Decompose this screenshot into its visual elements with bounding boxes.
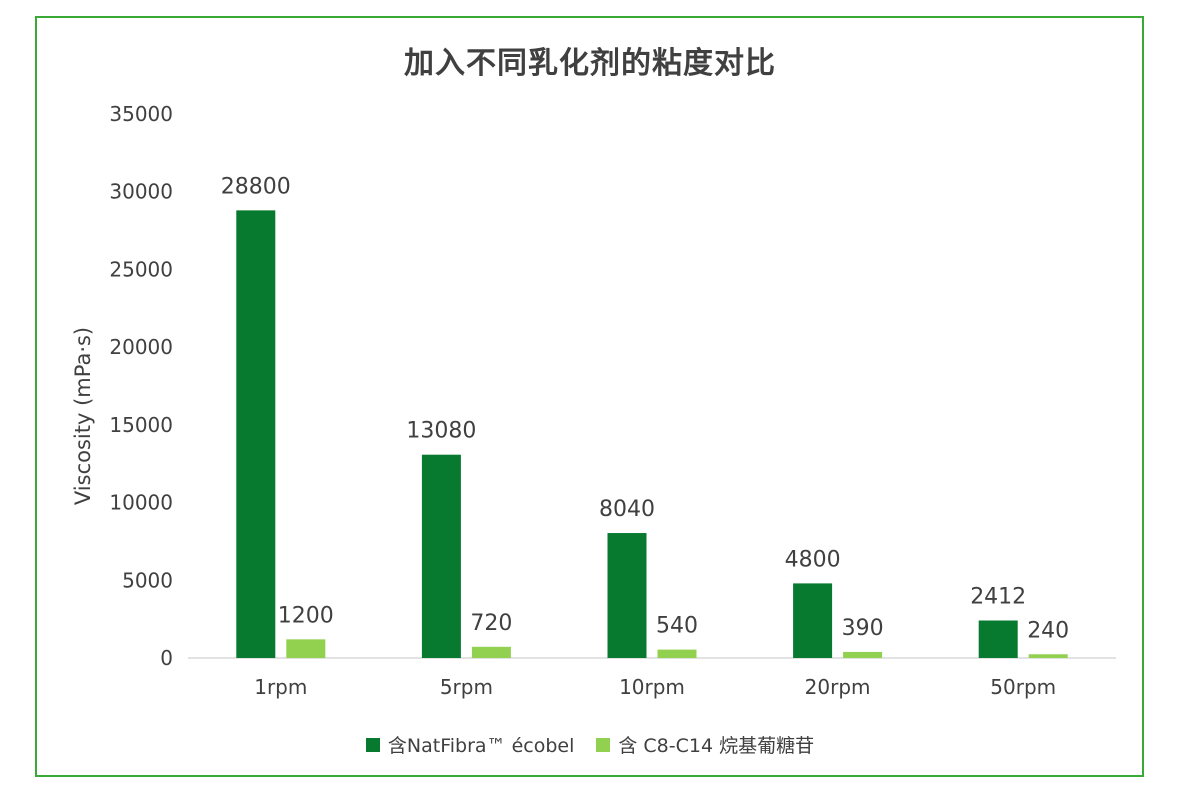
legend-swatch-series-2	[596, 737, 611, 752]
bar-1-50rpm	[978, 620, 1018, 658]
chart-title: 加入不同乳化剂的粘度对比	[404, 46, 776, 81]
data-label: 240	[1027, 618, 1069, 643]
y-tick-label: 25000	[109, 257, 173, 281]
legend-label-series-1: 含NatFibra™ écobel	[387, 735, 575, 757]
data-label: 2412	[970, 585, 1026, 610]
bar-1-10rpm	[607, 533, 647, 658]
x-tick-label: 5rpm	[440, 675, 493, 699]
legend-item-series-1: 含NatFibra™ écobel	[365, 731, 575, 758]
legend-item-series-2: 含 C8-C14 烷基葡糖苷	[596, 731, 814, 758]
legend: 含NatFibra™ écobel 含 C8-C14 烷基葡糖苷	[0, 731, 1180, 758]
chart-frame	[35, 16, 1144, 777]
data-label: 4800	[785, 547, 841, 572]
x-tick-label: 50rpm	[990, 675, 1056, 699]
y-tick-label: 30000	[109, 180, 173, 204]
y-tick-label: 5000	[122, 568, 173, 592]
x-tick-label: 10rpm	[619, 675, 685, 699]
data-label: 1200	[278, 603, 334, 628]
bar-1-20rpm	[793, 583, 833, 658]
y-tick-label: 0	[160, 646, 173, 670]
x-tick-label: 20rpm	[805, 675, 871, 699]
data-label: 720	[470, 611, 512, 636]
bar-2-50rpm	[1028, 654, 1068, 658]
legend-swatch-series-1	[365, 737, 380, 752]
bar-2-10rpm	[657, 649, 697, 658]
y-tick-label: 35000	[109, 102, 173, 126]
bar-1-5rpm	[421, 454, 461, 658]
y-tick-label: 20000	[109, 335, 173, 359]
data-label: 540	[656, 614, 698, 639]
y-tick-label: 10000	[109, 491, 173, 515]
bar-1-1rpm	[236, 210, 276, 658]
data-label: 28800	[221, 174, 291, 199]
data-label: 8040	[599, 497, 655, 522]
y-tick-label: 15000	[109, 413, 173, 437]
bar-2-1rpm	[286, 639, 326, 658]
data-label: 13080	[406, 419, 476, 444]
bar-2-5rpm	[471, 646, 511, 658]
data-label: 390	[842, 616, 884, 641]
y-axis-label: Viscosity (mPa·s)	[71, 327, 95, 505]
bar-2-20rpm	[843, 651, 883, 658]
x-tick-label: 1rpm	[254, 675, 307, 699]
legend-label-series-2: 含 C8-C14 烷基葡糖苷	[618, 735, 815, 757]
